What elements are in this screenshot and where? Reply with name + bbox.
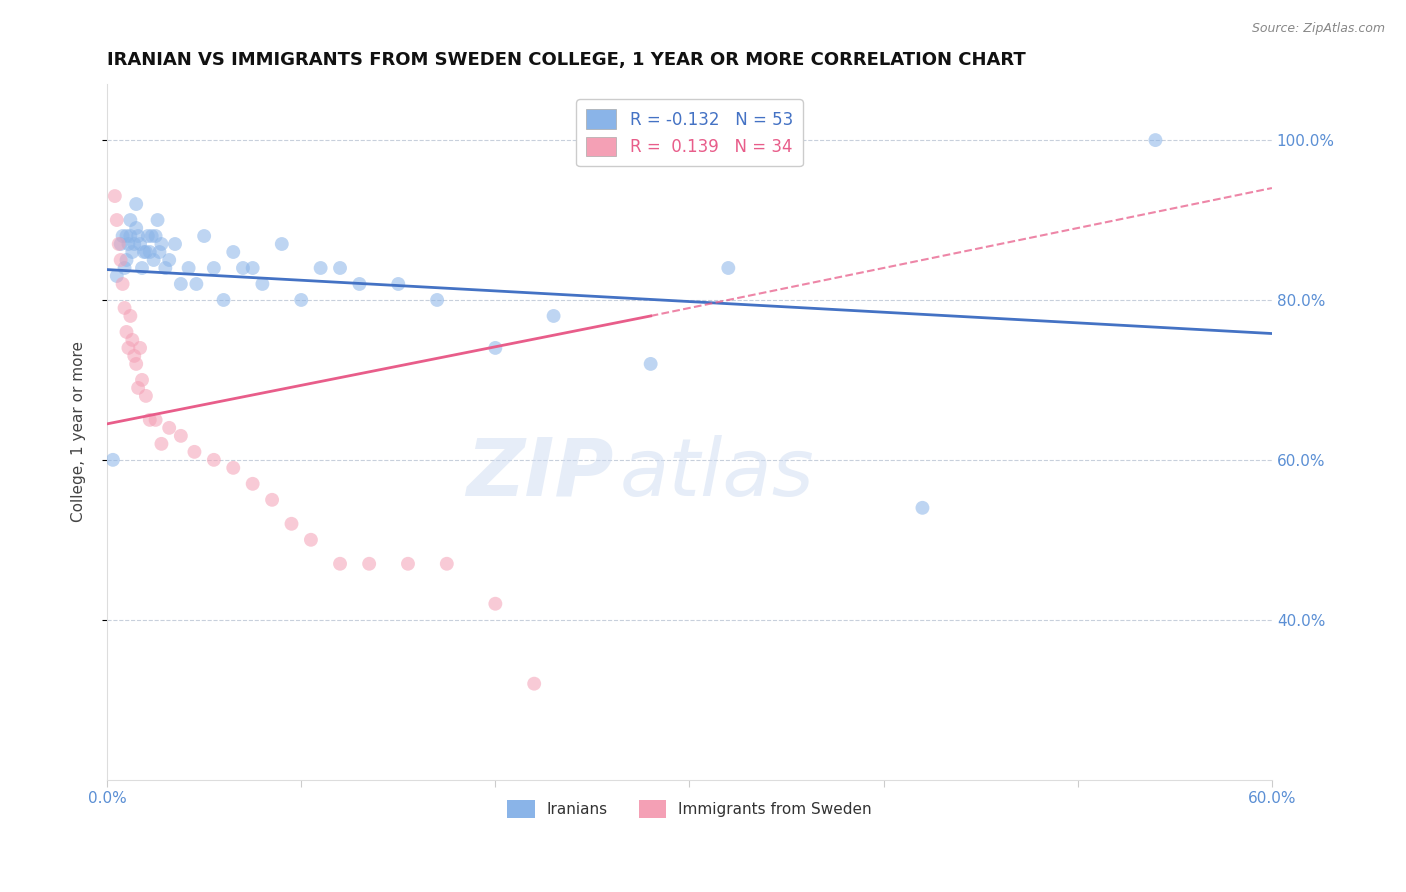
Point [139, 413, 162, 427]
Point [309, 260, 332, 275]
Point [125, 357, 148, 371]
Point [911, 500, 934, 515]
Point [177, 260, 200, 275]
Point [142, 252, 165, 267]
Point [299, 533, 322, 547]
Point [170, 277, 193, 291]
Point [131, 260, 153, 275]
Point [252, 277, 274, 291]
Point [212, 293, 235, 307]
Point [122, 349, 145, 363]
Point [232, 260, 254, 275]
Point [101, 453, 124, 467]
Point [115, 325, 138, 339]
Point [125, 221, 148, 235]
Point [150, 237, 173, 252]
Point [290, 293, 312, 307]
Point [115, 252, 138, 267]
Point [640, 357, 662, 371]
Point [105, 268, 128, 283]
Point [115, 229, 138, 244]
Point [329, 557, 352, 571]
Point [131, 373, 153, 387]
Point [222, 245, 245, 260]
Point [329, 260, 352, 275]
Point [280, 516, 302, 531]
Point [110, 252, 132, 267]
Point [117, 237, 139, 252]
Point [125, 197, 148, 211]
Point [145, 229, 167, 244]
Point [127, 229, 149, 244]
Text: IRANIAN VS IMMIGRANTS FROM SWEDEN COLLEGE, 1 YEAR OR MORE CORRELATION CHART: IRANIAN VS IMMIGRANTS FROM SWEDEN COLLEG… [107, 51, 1026, 69]
Point [157, 421, 180, 435]
Point [262, 492, 284, 507]
Point [146, 213, 169, 227]
Point [484, 597, 506, 611]
Point [104, 189, 127, 203]
Point [121, 245, 143, 260]
Point [141, 229, 163, 244]
Point [122, 237, 145, 252]
Point [193, 229, 215, 244]
Point [426, 293, 449, 307]
Point [107, 237, 129, 252]
Point [349, 277, 371, 291]
Point [242, 476, 264, 491]
Point [396, 557, 419, 571]
Point [436, 557, 458, 571]
Point [186, 277, 208, 291]
Legend: Iranians, Immigrants from Sweden: Iranians, Immigrants from Sweden [501, 794, 877, 824]
Point [111, 277, 134, 291]
Point [111, 229, 134, 244]
Point [120, 309, 142, 323]
Point [132, 245, 155, 260]
Point [202, 260, 225, 275]
Point [135, 245, 157, 260]
Point [120, 213, 142, 227]
Point [157, 252, 180, 267]
Point [155, 260, 177, 275]
Text: Source: ZipAtlas.com: Source: ZipAtlas.com [1251, 22, 1385, 36]
Point [202, 453, 225, 467]
Text: ZIP: ZIP [467, 434, 614, 513]
Point [387, 277, 409, 291]
Point [145, 413, 167, 427]
Point [163, 237, 186, 252]
Point [523, 676, 546, 690]
Y-axis label: College, 1 year or more: College, 1 year or more [72, 342, 86, 523]
Point [1144, 133, 1167, 147]
Point [129, 237, 152, 252]
Point [170, 429, 193, 443]
Point [183, 445, 205, 459]
Point [110, 237, 132, 252]
Point [129, 341, 152, 355]
Point [120, 229, 142, 244]
Point [114, 260, 136, 275]
Point [135, 389, 157, 403]
Point [105, 213, 128, 227]
Point [148, 245, 170, 260]
Point [127, 381, 149, 395]
Point [150, 437, 173, 451]
Point [121, 333, 143, 347]
Point [136, 229, 159, 244]
Point [139, 245, 162, 260]
Point [114, 301, 136, 315]
Point [270, 237, 292, 252]
Point [222, 460, 245, 475]
Point [242, 260, 264, 275]
Point [717, 260, 740, 275]
Point [117, 341, 139, 355]
Text: atlas: atlas [620, 434, 814, 513]
Point [484, 341, 506, 355]
Point [543, 309, 565, 323]
Point [359, 557, 381, 571]
